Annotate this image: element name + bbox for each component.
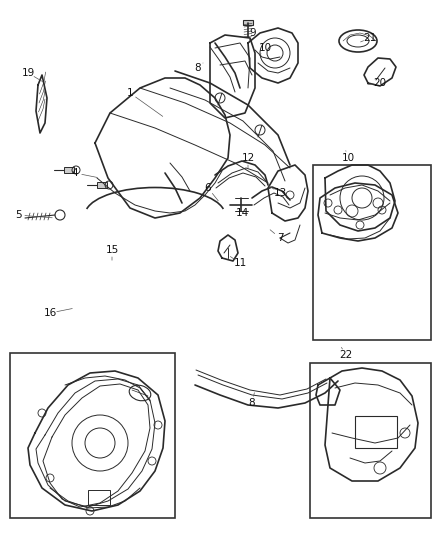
Text: 4: 4 [72, 168, 78, 178]
Bar [310, 363, 431, 518]
Text: 16: 16 [43, 308, 57, 318]
Text: 15: 15 [105, 245, 118, 255]
Text: 5: 5 [15, 210, 21, 220]
Text: 21: 21 [364, 33, 377, 43]
Text: 8: 8 [249, 398, 255, 408]
Bar [88, 490, 110, 505]
Text: 8: 8 [195, 63, 201, 73]
Text: 7: 7 [277, 233, 283, 243]
Text: 22: 22 [340, 350, 353, 360]
Text: 12: 12 [241, 153, 255, 163]
Text: 10: 10 [341, 153, 354, 163]
Text: 10: 10 [258, 43, 271, 53]
Text: 9: 9 [250, 28, 257, 38]
Bar [313, 165, 431, 340]
FancyBboxPatch shape [97, 182, 107, 188]
Text: 14: 14 [236, 208, 249, 218]
Text: 20: 20 [374, 78, 387, 88]
Text: 13: 13 [274, 188, 287, 198]
Bar [355, 416, 397, 448]
Bar [10, 353, 175, 518]
FancyBboxPatch shape [64, 167, 74, 173]
Text: 6: 6 [205, 183, 212, 193]
Text: 11: 11 [233, 258, 246, 268]
Text: 19: 19 [21, 68, 35, 78]
FancyBboxPatch shape [243, 20, 253, 25]
Text: 1: 1 [127, 88, 133, 98]
